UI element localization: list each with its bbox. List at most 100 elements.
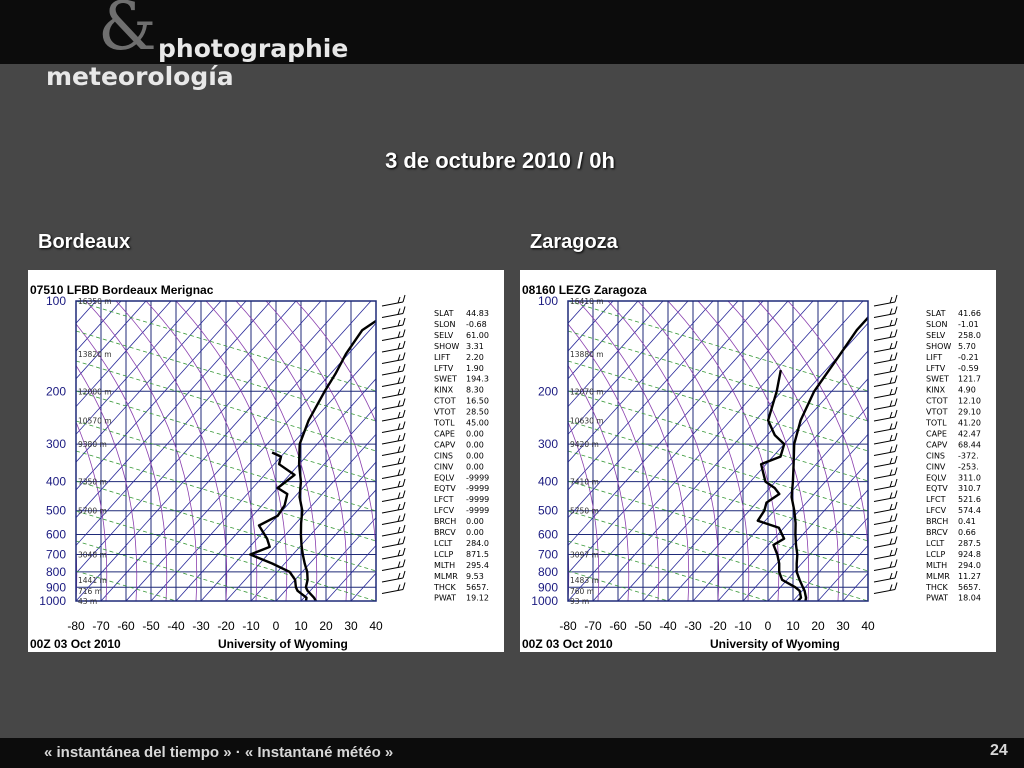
pressure-tick-label: 200 — [538, 384, 558, 398]
index-value: 12.10 — [958, 397, 981, 406]
wind-barb-feather — [397, 457, 401, 465]
index-value: 295.4 — [466, 561, 489, 570]
index-value: -9999 — [466, 473, 489, 482]
wind-barb-feather — [402, 582, 406, 590]
isotherm-line — [568, 301, 839, 601]
dry-adiabat — [637, 301, 750, 601]
wind-barb — [381, 582, 406, 594]
temperature-tick-label: -20 — [217, 619, 235, 633]
index-name: PWAT — [434, 594, 456, 603]
wind-barb-feather — [402, 363, 406, 372]
wind-barb-staff — [873, 520, 896, 525]
wind-barb-feather — [894, 398, 898, 406]
pressure-tick-label: 500 — [538, 504, 558, 518]
wind-barb-feather — [894, 444, 898, 452]
wind-barb-staff — [873, 405, 896, 410]
dry-adiabat — [577, 301, 690, 601]
logo-photographie: photographie — [158, 34, 349, 63]
wind-barb-feather — [402, 478, 406, 487]
dry-adiabat — [568, 364, 630, 601]
height-label: 10570 m — [78, 416, 112, 425]
wind-barb-feather — [894, 536, 898, 544]
moist-adiabat — [568, 301, 868, 392]
index-name: VTOT — [926, 408, 948, 417]
wind-barb-feather — [894, 582, 898, 590]
pressure-tick-label: 900 — [538, 580, 558, 594]
wind-barb-staff — [381, 347, 404, 353]
temperature-tick-label: -70 — [584, 619, 602, 633]
temperature-profile — [790, 315, 868, 601]
index-name: SELV — [926, 331, 946, 340]
wind-barb-staff — [381, 554, 404, 560]
index-value: 521.6 — [958, 495, 981, 504]
wind-barb — [873, 536, 898, 548]
wind-barb — [381, 329, 406, 341]
index-value: 8.30 — [466, 386, 484, 395]
wind-barb-feather — [894, 317, 898, 326]
wind-barb-staff — [873, 301, 896, 307]
wind-barb-feather — [402, 386, 406, 395]
height-label: 5750 m — [570, 507, 599, 516]
dry-adiabat — [205, 301, 318, 601]
slide-title: 3 de octubre 2010 / 0h — [385, 148, 615, 173]
wind-barb-staff — [381, 451, 404, 456]
height-label: 7410 m — [570, 478, 599, 487]
index-value: 194.3 — [466, 375, 489, 384]
index-name: SLAT — [434, 309, 454, 318]
temperature-tick-label: 40 — [861, 619, 875, 633]
isotherm-line — [325, 544, 376, 601]
logo-meteorologia: meteorología — [46, 62, 234, 91]
isotherm-line — [76, 301, 347, 601]
wind-barb — [381, 524, 406, 537]
wind-barb — [381, 432, 406, 445]
wind-barb-feather — [397, 572, 401, 580]
temperature-tick-label: 30 — [836, 619, 850, 633]
moist-adiabat — [76, 510, 376, 601]
wind-barb — [381, 294, 406, 307]
wind-barb-feather — [889, 377, 893, 384]
wind-barb — [381, 409, 406, 422]
wind-barb-feather — [894, 547, 898, 556]
skewt-chart-bordeaux: 07510 LFBD Bordeaux Merignac 00Z 03 Oct 2… — [30, 283, 489, 651]
wind-barb-staff — [381, 416, 404, 422]
index-value: 45.00 — [466, 419, 489, 428]
wind-barb-feather — [894, 375, 898, 383]
isotherm-line — [175, 378, 376, 601]
wind-barb-feather — [894, 306, 898, 314]
plot-area — [568, 301, 868, 601]
pressure-tick-label: 800 — [46, 565, 66, 579]
isotherm-line — [568, 301, 739, 491]
isotherm-line — [817, 544, 868, 601]
pressure-tick-label: 900 — [46, 580, 66, 594]
moist-adiabat — [568, 360, 868, 452]
wind-barb-feather — [889, 538, 893, 545]
height-label: 7350 m — [78, 478, 107, 487]
height-label: 760 m — [570, 587, 594, 596]
wind-barb — [873, 444, 898, 456]
wind-barb-feather — [402, 421, 406, 429]
plot-frame — [567, 300, 869, 602]
pressure-tick-label: 1000 — [39, 594, 66, 608]
isotherm-line — [568, 301, 614, 352]
wind-barb-feather — [402, 444, 406, 452]
header-bar — [0, 0, 1024, 64]
wind-barb-feather — [402, 352, 406, 360]
wind-barb-feather — [889, 503, 893, 511]
moist-adiabat — [76, 540, 278, 601]
index-value: -9999 — [466, 484, 489, 493]
temperature-tick-label: 40 — [369, 619, 383, 633]
valid-time-label: 00Z 03 Oct 2010 — [30, 637, 121, 651]
index-name: CAPV — [434, 440, 456, 449]
wind-barb-staff — [381, 382, 404, 387]
isotherm-line — [667, 378, 868, 601]
isotherm-line — [125, 322, 376, 601]
wind-barb — [381, 352, 406, 364]
wind-barb-feather — [889, 515, 893, 522]
wind-barb — [381, 455, 406, 468]
moist-adiabat — [568, 330, 868, 422]
wind-barb-staff — [381, 474, 404, 479]
wind-barb — [381, 306, 406, 318]
isotherm-line — [275, 489, 376, 601]
index-name: SLON — [926, 320, 948, 329]
station-title: 07510 LFBD Bordeaux Merignac — [30, 283, 214, 297]
